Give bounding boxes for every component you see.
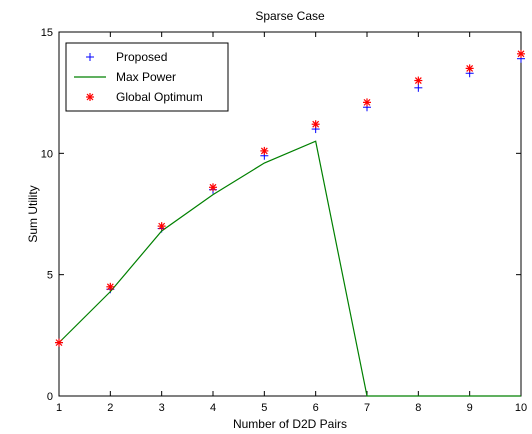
legend-label-proposed: Proposed — [116, 50, 167, 64]
data-point-global-optimum — [465, 64, 474, 73]
y-axis-label: Sum Utility — [26, 185, 40, 242]
data-point-global-optimum — [517, 49, 525, 58]
x-tick-label: 3 — [159, 402, 165, 414]
data-point-global-optimum — [209, 183, 217, 192]
data-point-global-optimum — [311, 120, 320, 129]
x-tick-label: 1 — [56, 402, 62, 414]
legend-swatch-global-optimum — [86, 93, 94, 101]
x-tick-label: 5 — [261, 402, 267, 414]
x-tick-label: 10 — [515, 402, 527, 414]
data-point-global-optimum — [157, 222, 166, 231]
legend-swatch-proposed — [86, 53, 94, 61]
x-tick-label: 7 — [364, 402, 370, 414]
x-tick-label: 8 — [415, 402, 421, 414]
y-tick-label: 15 — [41, 27, 53, 39]
series-line-max-power — [58, 140, 521, 397]
y-tick-label: 0 — [47, 391, 53, 403]
legend-label-max-power: Max Power — [116, 70, 176, 84]
x-axis-label: Number of D2D Pairs — [233, 417, 347, 431]
legend: Proposed Max Power Global Optimum — [65, 42, 229, 112]
data-point-global-optimum — [260, 146, 269, 155]
legend-label-global-optimum: Global Optimum — [116, 90, 203, 104]
data-point-global-optimum — [55, 338, 63, 347]
y-tick-label: 5 — [47, 270, 53, 282]
data-point-proposed — [414, 83, 423, 92]
x-tick-label: 6 — [313, 402, 319, 414]
x-tick-label: 2 — [107, 402, 113, 414]
x-tick-label: 9 — [467, 402, 473, 414]
data-point-global-optimum — [106, 282, 115, 291]
data-point-global-optimum — [363, 98, 371, 107]
y-tick-label: 10 — [41, 148, 53, 160]
x-tick-label: 4 — [210, 402, 216, 414]
data-point-global-optimum — [414, 76, 423, 85]
chart-title: Sparse Case — [255, 9, 325, 23]
